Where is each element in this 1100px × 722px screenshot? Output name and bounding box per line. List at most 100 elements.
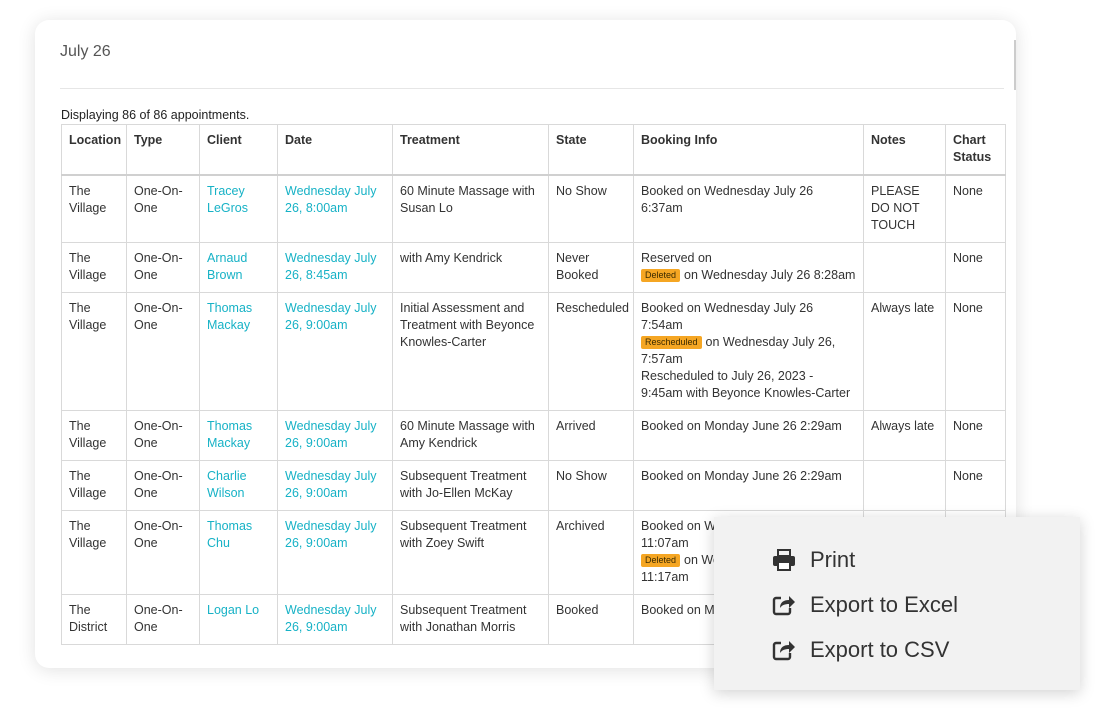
type: One-On-One <box>134 603 183 634</box>
notes-cell <box>863 242 946 293</box>
location: The Village <box>69 419 107 450</box>
client-cell: Tracey LeGros <box>199 174 278 243</box>
summary: Displaying 86 of 86 appointments. <box>61 108 250 122</box>
menu-label: Print <box>810 547 856 572</box>
treatment-cell: 60 Minute Massage with Amy Kendrick <box>392 410 549 461</box>
menu-print[interactable]: Print <box>772 545 855 575</box>
booking-text: Booked on Monday June 26 2:29am <box>641 419 842 433</box>
date[interactable]: Wednesday July 26, 9:00am <box>285 419 377 450</box>
chart-status-cell: None <box>945 460 1006 511</box>
client-cell: Thomas Chu <box>199 510 278 595</box>
booking-info-cell: Booked on Wednesday July 26 7:54am Resche… <box>633 292 864 411</box>
client-cell: Arnaud Brown <box>199 242 278 293</box>
column-header: Type <box>126 124 200 176</box>
location: The Village <box>69 519 107 550</box>
state: Never Booked <box>556 251 599 282</box>
notes-cell: PLEASE DO NOT TOUCH <box>863 174 946 243</box>
state-cell: Archived <box>548 510 634 595</box>
type-cell: One-On-One <box>126 292 200 411</box>
date-cell: Wednesday July 26, 9:00am <box>277 410 393 461</box>
column-header: Client <box>199 124 278 176</box>
menu-label: Export to CSV <box>810 637 950 662</box>
client[interactable]: Thomas Mackay <box>207 301 253 332</box>
state-cell: Arrived <box>548 410 634 461</box>
type-cell: One-On-One <box>126 594 200 645</box>
type: One-On-One <box>134 419 183 450</box>
type: One-On-One <box>134 469 183 500</box>
client[interactable]: Logan Lo <box>207 603 260 617</box>
export-icon <box>772 596 795 616</box>
state: Archived <box>556 519 605 533</box>
date[interactable]: Wednesday July 26, 9:00am <box>285 603 377 634</box>
booking-line: Booked on Wednesday July 26 6:37am <box>641 183 856 217</box>
date[interactable]: Wednesday July 26, 8:45am <box>285 251 377 282</box>
treatment: Initial Assessment and Treatment with Be… <box>400 301 535 349</box>
treatment-cell: Subsequent Treatment with Zoey Swift <box>392 510 549 595</box>
menu-export-excel[interactable]: Export to Excel <box>772 590 958 620</box>
chart-status-cell: None <box>945 242 1006 293</box>
state-cell: Rescheduled <box>548 292 634 411</box>
column-header: Treatment <box>392 124 549 176</box>
chart-status: None <box>953 251 983 265</box>
location-cell: The Village <box>61 292 127 411</box>
card-title: July 26 <box>60 43 111 60</box>
treatment: Subsequent Treatment with Jo-Ellen McKay <box>400 469 527 500</box>
location: The Village <box>69 301 107 332</box>
notes: Always late <box>871 419 935 433</box>
booking-text: Booked on Wednesday July 26 6:37am <box>641 184 814 215</box>
booking-text: Booked on Monday June 26 2:29am <box>641 469 842 483</box>
booking-line: Deleted on Wednesday July 26 8:28am <box>641 267 856 284</box>
table-row: The Village One-On-One Charlie Wilson Wedne… <box>61 460 1006 511</box>
status-badge: Rescheduled <box>641 336 702 349</box>
notes: PLEASE DO NOT TOUCH <box>871 184 920 232</box>
treatment-cell: Subsequent Treatment with Jo-Ellen McKay <box>392 460 549 511</box>
booking-text: Booked on Wednesday July 26 7:54am <box>641 301 814 332</box>
chart-status-cell: None <box>945 174 1006 243</box>
menu-export-csv[interactable]: Export to CSV <box>772 635 949 665</box>
booking-text: Rescheduled to July 26, 2023 - 9:45am wi… <box>641 369 851 400</box>
treatment-cell: with Amy Kendrick <box>392 242 549 293</box>
date[interactable]: Wednesday July 26, 9:00am <box>285 301 377 332</box>
state-cell: No Show <box>548 174 634 243</box>
client[interactable]: Thomas Mackay <box>207 419 253 450</box>
treatment: Subsequent Treatment with Zoey Swift <box>400 519 527 550</box>
notes-cell <box>863 460 946 511</box>
booking-line: Booked on Wednesday July 26 7:54am <box>641 300 856 334</box>
table-row: The Village One-On-One Arnaud Brown Wednesd… <box>61 242 1006 293</box>
state: Arrived <box>556 419 596 433</box>
status-badge: Deleted <box>641 269 681 282</box>
booking-info-cell: Booked on Monday June 26 2:29am <box>633 410 864 461</box>
treatment: with Amy Kendrick <box>400 251 503 265</box>
date[interactable]: Wednesday July 26, 9:00am <box>285 519 377 550</box>
date-cell: Wednesday July 26, 9:00am <box>277 510 393 595</box>
client-cell: Thomas Mackay <box>199 292 278 411</box>
location: The Village <box>69 469 107 500</box>
chart-status: None <box>953 301 983 315</box>
client[interactable]: Tracey LeGros <box>207 184 248 215</box>
type-cell: One-On-One <box>126 174 200 243</box>
client[interactable]: Thomas Chu <box>207 519 253 550</box>
treatment: 60 Minute Massage with Susan Lo <box>400 184 535 215</box>
location-cell: The Village <box>61 242 127 293</box>
client-cell: Charlie Wilson <box>199 460 278 511</box>
date[interactable]: Wednesday July 26, 8:00am <box>285 184 377 215</box>
location: The Village <box>69 184 107 215</box>
state: No Show <box>556 469 607 483</box>
booking-info-cell: Booked on Monday June 26 2:29am <box>633 460 864 511</box>
column-header: State <box>548 124 634 176</box>
location: The Village <box>69 251 107 282</box>
export-icon <box>772 641 795 661</box>
location-cell: The District <box>61 594 127 645</box>
chart-status-cell: None <box>945 292 1006 411</box>
state-cell: Never Booked <box>548 242 634 293</box>
client[interactable]: Charlie Wilson <box>207 469 247 500</box>
date-cell: Wednesday July 26, 8:00am <box>277 174 393 243</box>
column-header: Chart Status <box>945 124 1006 176</box>
date[interactable]: Wednesday July 26, 9:00am <box>285 469 377 500</box>
treatment-cell: Initial Assessment and Treatment with Be… <box>392 292 549 411</box>
notes-cell: Always late <box>863 292 946 411</box>
location-cell: The Village <box>61 460 127 511</box>
client[interactable]: Arnaud Brown <box>207 251 248 282</box>
date-cell: Wednesday July 26, 9:00am <box>277 460 393 511</box>
print-icon <box>773 549 795 571</box>
